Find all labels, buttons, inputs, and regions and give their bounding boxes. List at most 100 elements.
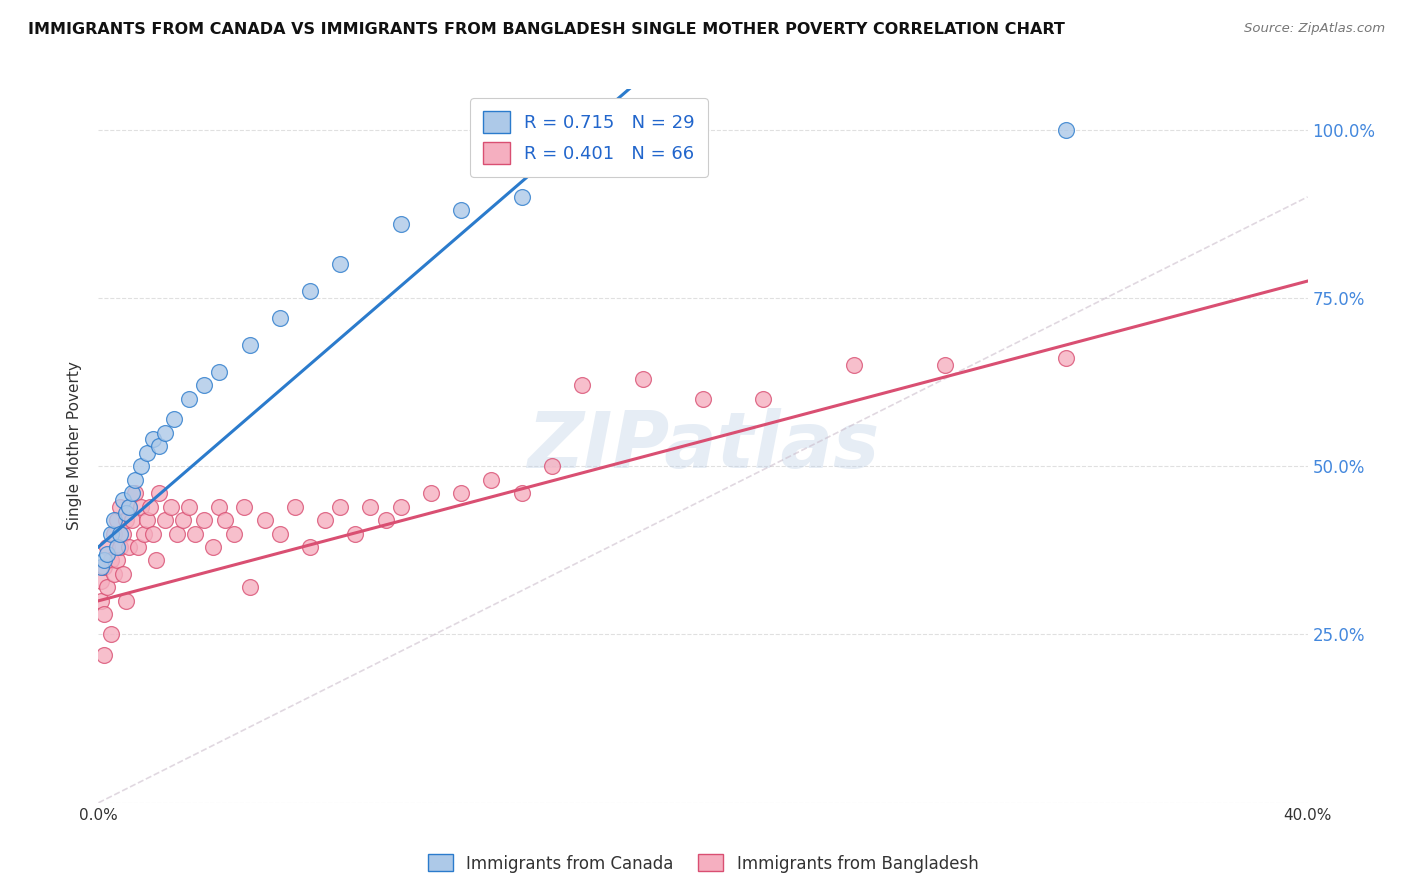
Point: [208, 500, 231, 514]
Legend: Immigrants from Canada, Immigrants from Bangladesh: Immigrants from Canada, Immigrants from …: [420, 847, 986, 880]
Point: [148, 486, 170, 500]
Point: [90, 574, 112, 588]
Point: [118, 500, 141, 514]
Point: [96, 580, 118, 594]
Point: [269, 311, 291, 326]
Point: [127, 540, 149, 554]
Point: [224, 526, 246, 541]
Point: [124, 473, 146, 487]
Point: [179, 500, 201, 514]
Point: [193, 513, 215, 527]
Point: [100, 553, 122, 567]
Point: [114, 506, 136, 520]
Point: [135, 513, 157, 527]
Point: [118, 500, 141, 514]
Point: [103, 513, 125, 527]
Point: [374, 513, 396, 527]
Point: [214, 513, 236, 527]
Point: [193, 378, 215, 392]
Point: [160, 500, 183, 514]
Point: [631, 372, 654, 386]
Point: [299, 284, 322, 298]
Point: [135, 446, 157, 460]
Point: [163, 412, 186, 426]
Point: [232, 500, 254, 514]
Point: [105, 540, 128, 554]
Point: [450, 203, 472, 218]
Point: [142, 432, 165, 446]
Point: [103, 526, 125, 541]
Point: [108, 526, 131, 541]
Point: [90, 594, 112, 608]
Point: [269, 526, 291, 541]
Point: [239, 580, 262, 594]
Text: Source: ZipAtlas.com: Source: ZipAtlas.com: [1244, 22, 1385, 36]
Point: [540, 459, 562, 474]
Point: [153, 513, 176, 527]
Point: [124, 486, 146, 500]
Y-axis label: Single Mother Poverty: Single Mother Poverty: [67, 361, 83, 531]
Point: [389, 500, 412, 514]
Point: [93, 560, 115, 574]
Point: [111, 492, 134, 507]
Point: [129, 500, 152, 514]
Point: [239, 338, 262, 352]
Point: [481, 473, 503, 487]
Point: [129, 459, 152, 474]
Point: [844, 358, 866, 372]
Point: [114, 513, 136, 527]
Point: [450, 486, 472, 500]
Point: [142, 526, 165, 541]
Point: [571, 378, 593, 392]
Point: [96, 540, 118, 554]
Point: [93, 648, 115, 662]
Point: [166, 526, 188, 541]
Point: [93, 553, 115, 567]
Point: [108, 540, 131, 554]
Point: [100, 627, 122, 641]
Point: [108, 500, 131, 514]
Point: [121, 513, 143, 527]
Point: [100, 526, 122, 541]
Point: [329, 500, 352, 514]
Point: [208, 365, 231, 379]
Point: [153, 425, 176, 440]
Point: [93, 607, 115, 622]
Point: [389, 217, 412, 231]
Point: [184, 526, 207, 541]
Point: [121, 486, 143, 500]
Point: [118, 540, 141, 554]
Point: [179, 392, 201, 406]
Point: [202, 540, 225, 554]
Point: [344, 526, 367, 541]
Text: ZIPatlas: ZIPatlas: [527, 408, 879, 484]
Point: [284, 500, 307, 514]
Point: [103, 566, 125, 581]
Point: [148, 439, 170, 453]
Point: [145, 553, 167, 567]
Point: [934, 358, 956, 372]
Point: [105, 553, 128, 567]
Point: [253, 513, 276, 527]
Legend: R = 0.715   N = 29, R = 0.401   N = 66: R = 0.715 N = 29, R = 0.401 N = 66: [470, 98, 707, 177]
Point: [1054, 351, 1077, 366]
Point: [111, 526, 134, 541]
Point: [105, 513, 128, 527]
Point: [420, 486, 443, 500]
Point: [172, 513, 194, 527]
Point: [752, 392, 775, 406]
Point: [314, 513, 336, 527]
Point: [692, 392, 714, 406]
Point: [90, 560, 112, 574]
Text: IMMIGRANTS FROM CANADA VS IMMIGRANTS FROM BANGLADESH SINGLE MOTHER POVERTY CORRE: IMMIGRANTS FROM CANADA VS IMMIGRANTS FRO…: [28, 22, 1064, 37]
Point: [510, 190, 533, 204]
Point: [360, 500, 382, 514]
Point: [329, 257, 352, 271]
Point: [114, 594, 136, 608]
Point: [139, 500, 162, 514]
Point: [96, 547, 118, 561]
Point: [132, 526, 155, 541]
Point: [111, 566, 134, 581]
Point: [299, 540, 322, 554]
Point: [1054, 122, 1077, 136]
